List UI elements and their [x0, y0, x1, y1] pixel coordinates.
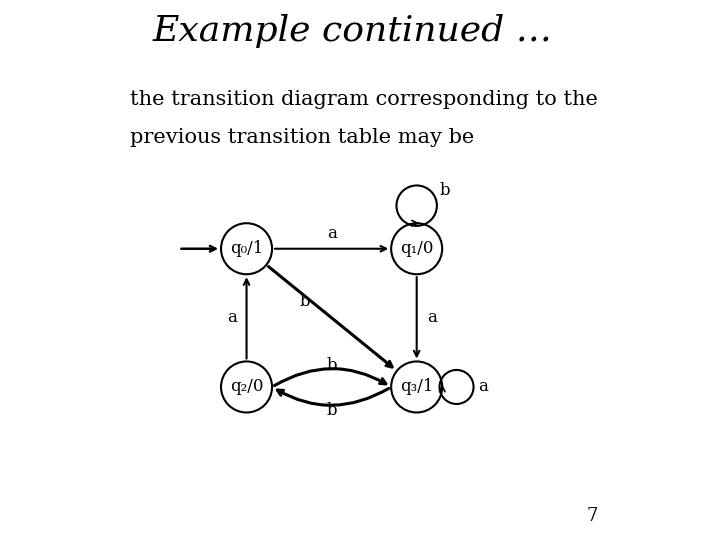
Text: previous transition table may be: previous transition table may be: [130, 127, 474, 146]
Text: q₂/0: q₂/0: [230, 379, 264, 395]
Text: a: a: [227, 309, 237, 326]
Circle shape: [221, 223, 272, 274]
Text: q₁/0: q₁/0: [400, 240, 433, 257]
Text: the transition diagram corresponding to the: the transition diagram corresponding to …: [130, 90, 598, 110]
Text: Example continued …: Example continued …: [153, 14, 553, 48]
Text: b: b: [326, 402, 337, 420]
Text: a: a: [478, 379, 488, 395]
Circle shape: [391, 223, 442, 274]
Text: b: b: [300, 293, 310, 310]
Text: q₀/1: q₀/1: [230, 240, 264, 257]
Text: q₃/1: q₃/1: [400, 379, 433, 395]
Text: b: b: [439, 183, 450, 199]
Text: b: b: [326, 357, 337, 374]
Text: 7: 7: [586, 507, 598, 525]
Circle shape: [221, 361, 272, 413]
Circle shape: [391, 361, 442, 413]
Text: a: a: [427, 309, 436, 326]
Text: a: a: [327, 225, 336, 242]
